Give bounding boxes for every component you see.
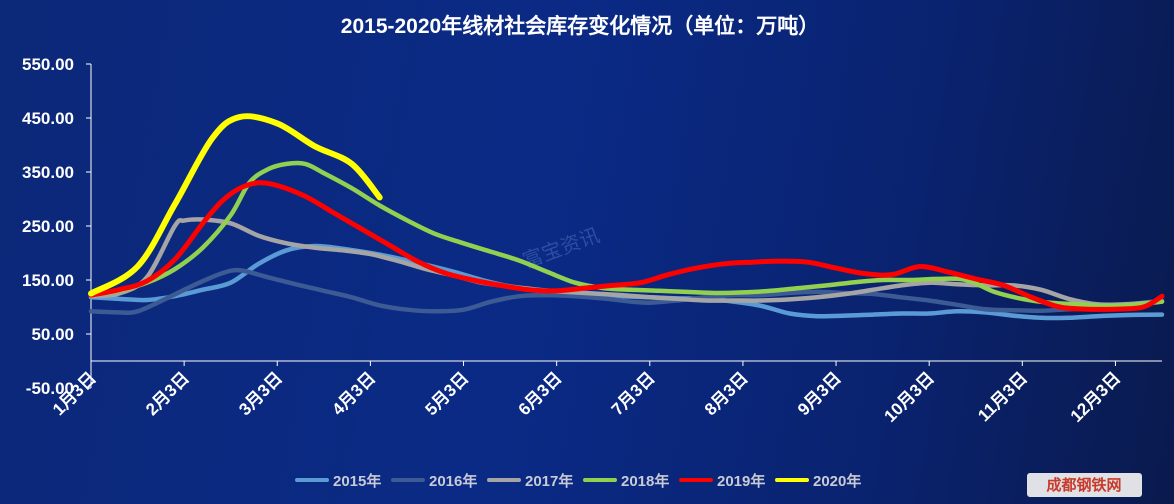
y-tick-label: 450.00 bbox=[22, 109, 74, 128]
x-tick-label: 12月3日 bbox=[1067, 368, 1125, 426]
legend: 2015年 2016年 2017年 2018年 2019年 2020年 bbox=[295, 472, 861, 490]
legend-label: 2018年 bbox=[621, 472, 669, 490]
legend-label: 2016年 bbox=[429, 472, 477, 490]
legend-label: 2019年 bbox=[717, 472, 765, 490]
x-tick-label: 10月3日 bbox=[880, 368, 938, 426]
y-tick-label: 150.00 bbox=[22, 271, 74, 290]
x-tick-label: 3月3日 bbox=[235, 368, 286, 419]
y-tick-label: 250.00 bbox=[22, 217, 74, 236]
y-tick-label: 350.00 bbox=[22, 163, 74, 182]
series-line-2017年 bbox=[88, 217, 1165, 308]
series-line-2020年 bbox=[88, 113, 383, 297]
y-tick-label: -50.00 bbox=[26, 379, 74, 398]
series-line-2016年 bbox=[88, 267, 1165, 315]
corner-logo-text: 成都钢铁网 bbox=[1046, 476, 1121, 494]
x-tick-label: 7月3日 bbox=[608, 368, 659, 419]
x-tick-label: 9月3日 bbox=[794, 368, 845, 419]
x-tick-label: 5月3日 bbox=[421, 368, 472, 419]
series-line-2019年 bbox=[88, 180, 1165, 312]
x-tick-label: 11月3日 bbox=[974, 368, 1031, 425]
x-tick-label: 4月3日 bbox=[328, 368, 379, 419]
y-axis: 550.00 450.00 350.00 250.00 150.00 50.00 -50.0… bbox=[22, 55, 92, 398]
chart-title: 2015-2020年线材社会库存变化情况（单位：万吨） bbox=[341, 14, 819, 38]
series-lines bbox=[88, 113, 1165, 321]
y-tick-label: 550.00 bbox=[22, 55, 74, 74]
x-axis: 1月3日 2月3日 3月3日 4月3日 5月3日 6月3日 7月3日 8月3日 9月3日 10月3… bbox=[49, 360, 1162, 426]
corner-logo-background bbox=[1027, 473, 1142, 497]
x-tick-label: 2月3日 bbox=[142, 368, 193, 419]
x-tick-label: 6月3日 bbox=[515, 368, 566, 419]
legend-label: 2020年 bbox=[813, 472, 861, 490]
legend-label: 2015年 bbox=[333, 472, 381, 490]
y-tick-label: 50.00 bbox=[31, 325, 74, 344]
legend-label: 2017年 bbox=[525, 472, 573, 490]
x-tick-label: 8月3日 bbox=[701, 368, 752, 419]
corner-logo: 成都钢铁网 bbox=[1027, 473, 1142, 497]
